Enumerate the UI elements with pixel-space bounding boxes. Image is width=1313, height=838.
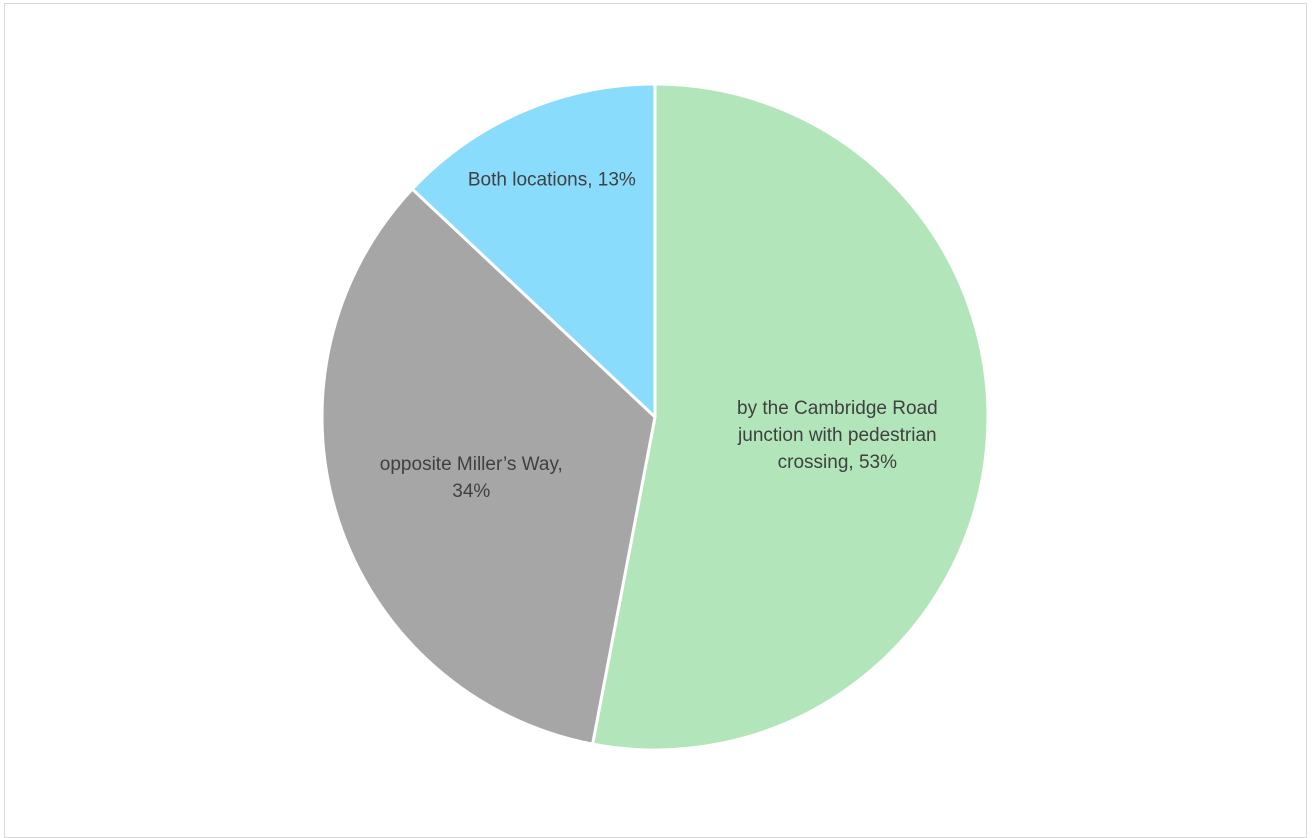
data-label-line: 34% — [452, 481, 490, 502]
data-label: opposite Miller’s Way, 34% — [380, 454, 563, 502]
data-label-line: junction with pedestrian — [737, 425, 937, 446]
data-label: by the Cambridge Road junction with pedes… — [737, 398, 938, 473]
pie-slice — [410, 82, 657, 419]
data-label-line: Both locations, 13% — [468, 170, 636, 191]
data-label-line: by the Cambridge Road — [737, 398, 938, 419]
data-label-line: opposite Miller’s Way, — [380, 454, 563, 475]
pie-slice — [320, 187, 657, 746]
pie-slice — [591, 82, 990, 752]
data-label: Both locations, 13% — [468, 170, 636, 191]
data-label-line: crossing, 53% — [778, 452, 897, 473]
